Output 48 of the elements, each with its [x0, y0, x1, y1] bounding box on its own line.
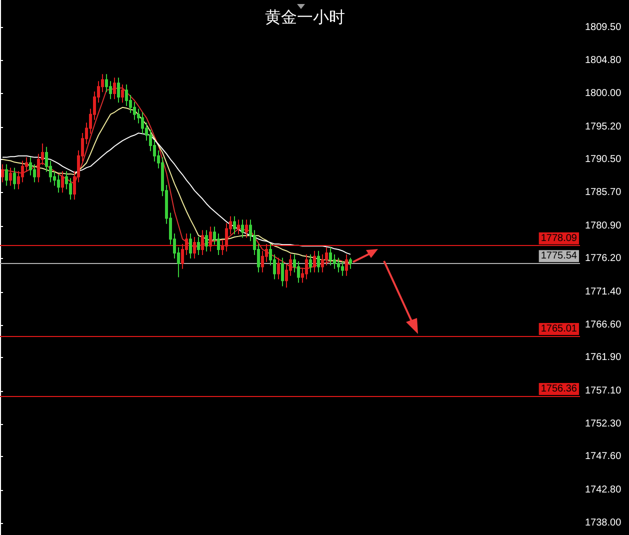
- candlestick: [1, 164, 4, 183]
- candlestick: [5, 164, 8, 186]
- candlestick: [197, 236, 200, 256]
- y-tick-label: 1785.70: [585, 187, 622, 198]
- y-tick-label: 1776.20: [585, 252, 622, 264]
- y-tick-label: 1771.40: [585, 286, 622, 298]
- candlestick: [237, 219, 240, 235]
- candlestick: [281, 257, 284, 287]
- y-tick-label: 1757.10: [585, 385, 622, 396]
- candlestick: [13, 167, 16, 190]
- candlestick: [113, 77, 116, 100]
- y-tick-label: 1761.90: [585, 352, 622, 364]
- y-tick-label: 1747.60: [585, 451, 622, 462]
- candlestick: [337, 257, 340, 273]
- ref-line-label: 1756.36: [540, 383, 578, 394]
- candlestick: [117, 77, 120, 104]
- candlestick: [349, 257, 352, 270]
- y-tick-label: 1738.00: [585, 518, 622, 529]
- y-tick-label: 1766.60: [585, 320, 622, 331]
- candlestick: [305, 254, 308, 280]
- ref-line-label: 1778.09: [540, 232, 578, 244]
- candlestick: [309, 254, 312, 273]
- candlestick: [61, 170, 64, 194]
- candlestick: [57, 174, 60, 194]
- candlestick: [317, 250, 320, 273]
- candlestick: [341, 260, 344, 276]
- candlestick: [233, 216, 236, 235]
- candlestick: [313, 250, 316, 273]
- ref-line-label: 1775.54: [540, 250, 578, 262]
- y-tick-label: 1752.30: [585, 418, 622, 430]
- ref-line-label: 1765.01: [540, 324, 578, 335]
- y-tick-label: 1795.20: [585, 121, 622, 132]
- y-tick-label: 1780.90: [585, 220, 622, 232]
- text: 黄金一小时: [265, 8, 345, 26]
- y-tick-label: 1804.80: [585, 54, 622, 66]
- candlestick: [245, 219, 248, 238]
- candlestick: [345, 254, 348, 276]
- candlestick: [329, 246, 332, 266]
- candlestick: [121, 84, 124, 104]
- y-tick-label: 1809.50: [585, 22, 622, 34]
- y-tick-label: 1742.80: [585, 484, 622, 496]
- candlestick: [189, 233, 192, 259]
- y-tick-label: 1790.50: [585, 154, 622, 165]
- y-tick-label: 1800.00: [585, 88, 622, 100]
- candlestick: [277, 257, 280, 280]
- candlestick: [9, 167, 12, 186]
- candlestick: [241, 219, 244, 238]
- candlestick: [205, 230, 208, 252]
